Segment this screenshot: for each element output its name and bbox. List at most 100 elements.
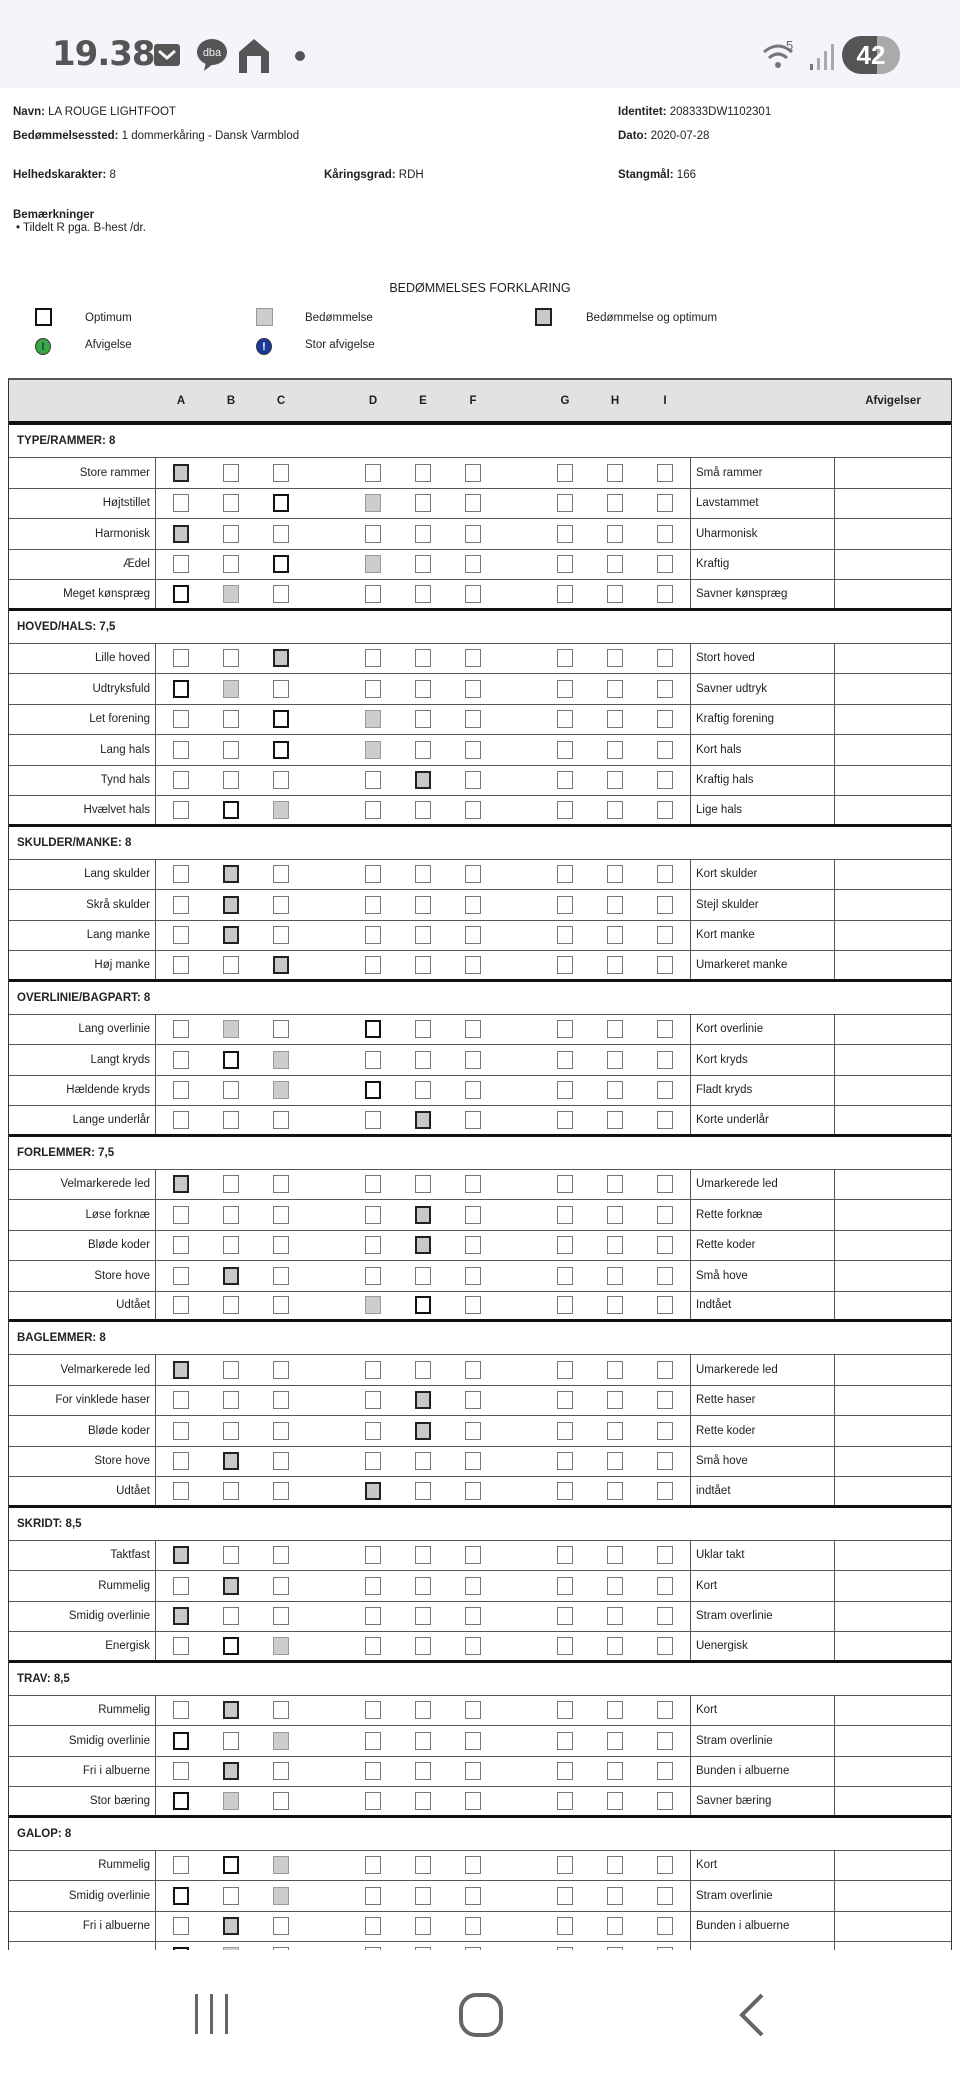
rating-checkbox-d <box>365 584 381 603</box>
right-trait: Indtået <box>690 1291 835 1319</box>
rating-checkbox-h <box>607 1917 623 1936</box>
rating-checkbox-i <box>657 679 673 698</box>
rating-checkbox-i <box>657 865 673 884</box>
rating-checkbox-e <box>415 494 431 513</box>
rating-checkbox-g <box>557 1081 573 1100</box>
rating-checkbox-a <box>173 1946 189 1950</box>
rating-checkbox-d <box>365 895 381 914</box>
column-header-a: A <box>176 394 186 407</box>
home-icon[interactable] <box>458 1992 504 2038</box>
recent-apps-icon[interactable] <box>192 1992 232 2036</box>
status-bar: 19.38 dba 5 42 <box>0 0 960 88</box>
rating-checkbox-a <box>173 710 189 729</box>
rating-checkbox-c <box>273 1266 289 1285</box>
rating-checkbox-b <box>223 555 239 574</box>
rating-checkbox-c <box>273 1636 289 1655</box>
rating-checkbox-d <box>365 494 381 513</box>
table-row: Stor bæring Savner bæring <box>9 1942 951 1950</box>
rating-checkbox-a <box>173 1452 189 1471</box>
afvigelser-cell <box>835 580 951 608</box>
place-field: Bedømmelsessted: 1 dommerkåring - Dansk … <box>13 130 300 142</box>
rating-checkbox-g <box>557 1266 573 1285</box>
left-trait: Harmonisk <box>9 519 156 549</box>
rating-checkbox-f <box>465 1576 481 1595</box>
rating-checkbox-h <box>607 1607 623 1626</box>
left-trait: Let forening <box>9 704 156 734</box>
rating-checkbox-f <box>465 955 481 974</box>
afvigelser-cell <box>835 519 951 549</box>
rating-checkbox-d <box>365 1296 381 1315</box>
afvigelser-cell <box>835 1726 951 1756</box>
rating-checkbox-i <box>657 1856 673 1875</box>
rating-checkbox-e <box>415 1576 431 1595</box>
rating-checkbox-d <box>365 1481 381 1500</box>
rating-checkbox-c <box>273 1791 289 1810</box>
right-trait: Rette koder <box>690 1416 835 1446</box>
left-trait: Lang hals <box>9 735 156 765</box>
right-trait: Rette haser <box>690 1385 835 1415</box>
rating-checkbox-g <box>557 1856 573 1875</box>
column-header-i: I <box>663 394 667 407</box>
rating-checkbox-c <box>273 1081 289 1100</box>
legend-optimum-box <box>35 308 52 326</box>
rating-checkbox-c <box>273 771 289 790</box>
rating-checkbox-e <box>415 524 431 543</box>
left-trait: Stor bæring <box>9 1942 156 1950</box>
rating-checkbox-i <box>657 649 673 668</box>
table-row: Udtået indtået <box>9 1477 951 1508</box>
rating-checkbox-h <box>607 1481 623 1500</box>
rating-checkbox-e <box>415 710 431 729</box>
rating-checkbox-b <box>223 1205 239 1224</box>
rating-checkbox-a <box>173 771 189 790</box>
rating-checkbox-g <box>557 524 573 543</box>
rating-checkbox-i <box>657 1546 673 1565</box>
left-trait: Smidig overlinie <box>9 1601 156 1631</box>
afvigelser-cell <box>835 1292 951 1320</box>
rating-checkbox-d <box>365 1236 381 1255</box>
table-row: Smidig overlinie Stram overlinie <box>9 1726 951 1757</box>
rating-checkbox-f <box>465 1081 481 1100</box>
name-value: LA ROUGE LIGHTFOOT <box>48 106 176 118</box>
rating-checkbox-f <box>465 1731 481 1750</box>
afvigelser-cell <box>835 1355 951 1385</box>
left-trait: Lille hoved <box>9 643 156 673</box>
rating-checkbox-a <box>173 494 189 513</box>
rating-checkbox-g <box>557 1946 573 1950</box>
right-trait: Umarkeret manke <box>690 951 835 979</box>
rating-checkbox-e <box>415 1296 431 1315</box>
column-header-b: B <box>226 394 236 407</box>
wifi-label: 5 <box>786 38 794 53</box>
rating-checkbox-b <box>223 1391 239 1410</box>
rating-checkbox-e <box>415 1636 431 1655</box>
rating-checkbox-e <box>415 1762 431 1781</box>
table-row: Lille hoved Stort hoved <box>9 643 951 674</box>
rating-checkbox-d <box>365 926 381 945</box>
right-trait: Kort manke <box>690 920 835 950</box>
height-field: Stangmål: 166 <box>618 169 696 181</box>
right-trait: Savner udtryk <box>690 674 835 704</box>
rating-checkbox-g <box>557 1205 573 1224</box>
rating-checkbox-f <box>465 1296 481 1315</box>
left-trait: Skrå skulder <box>9 890 156 920</box>
rating-checkbox-h <box>607 771 623 790</box>
rating-checkbox-c <box>273 895 289 914</box>
rating-checkbox-a <box>173 1110 189 1129</box>
left-trait: Smidig overlinie <box>9 1881 156 1911</box>
rating-checkbox-h <box>607 1110 623 1129</box>
rating-checkbox-h <box>607 524 623 543</box>
rating-checkbox-h <box>607 1946 623 1950</box>
left-trait: Bløde koder <box>9 1416 156 1446</box>
rating-checkbox-g <box>557 679 573 698</box>
rating-checkbox-a <box>173 1856 189 1875</box>
afvigelser-cell <box>835 1787 951 1815</box>
rating-checkbox-e <box>415 555 431 574</box>
rating-checkbox-g <box>557 1481 573 1500</box>
rating-checkbox-a <box>173 1205 189 1224</box>
back-icon[interactable] <box>736 1992 768 2038</box>
rating-checkbox-f <box>465 1110 481 1129</box>
rating-checkbox-f <box>465 895 481 914</box>
rating-checkbox-b <box>223 1946 239 1950</box>
rating-checkbox-i <box>657 1636 673 1655</box>
rating-checkbox-d <box>365 463 381 482</box>
rating-checkbox-d <box>365 649 381 668</box>
